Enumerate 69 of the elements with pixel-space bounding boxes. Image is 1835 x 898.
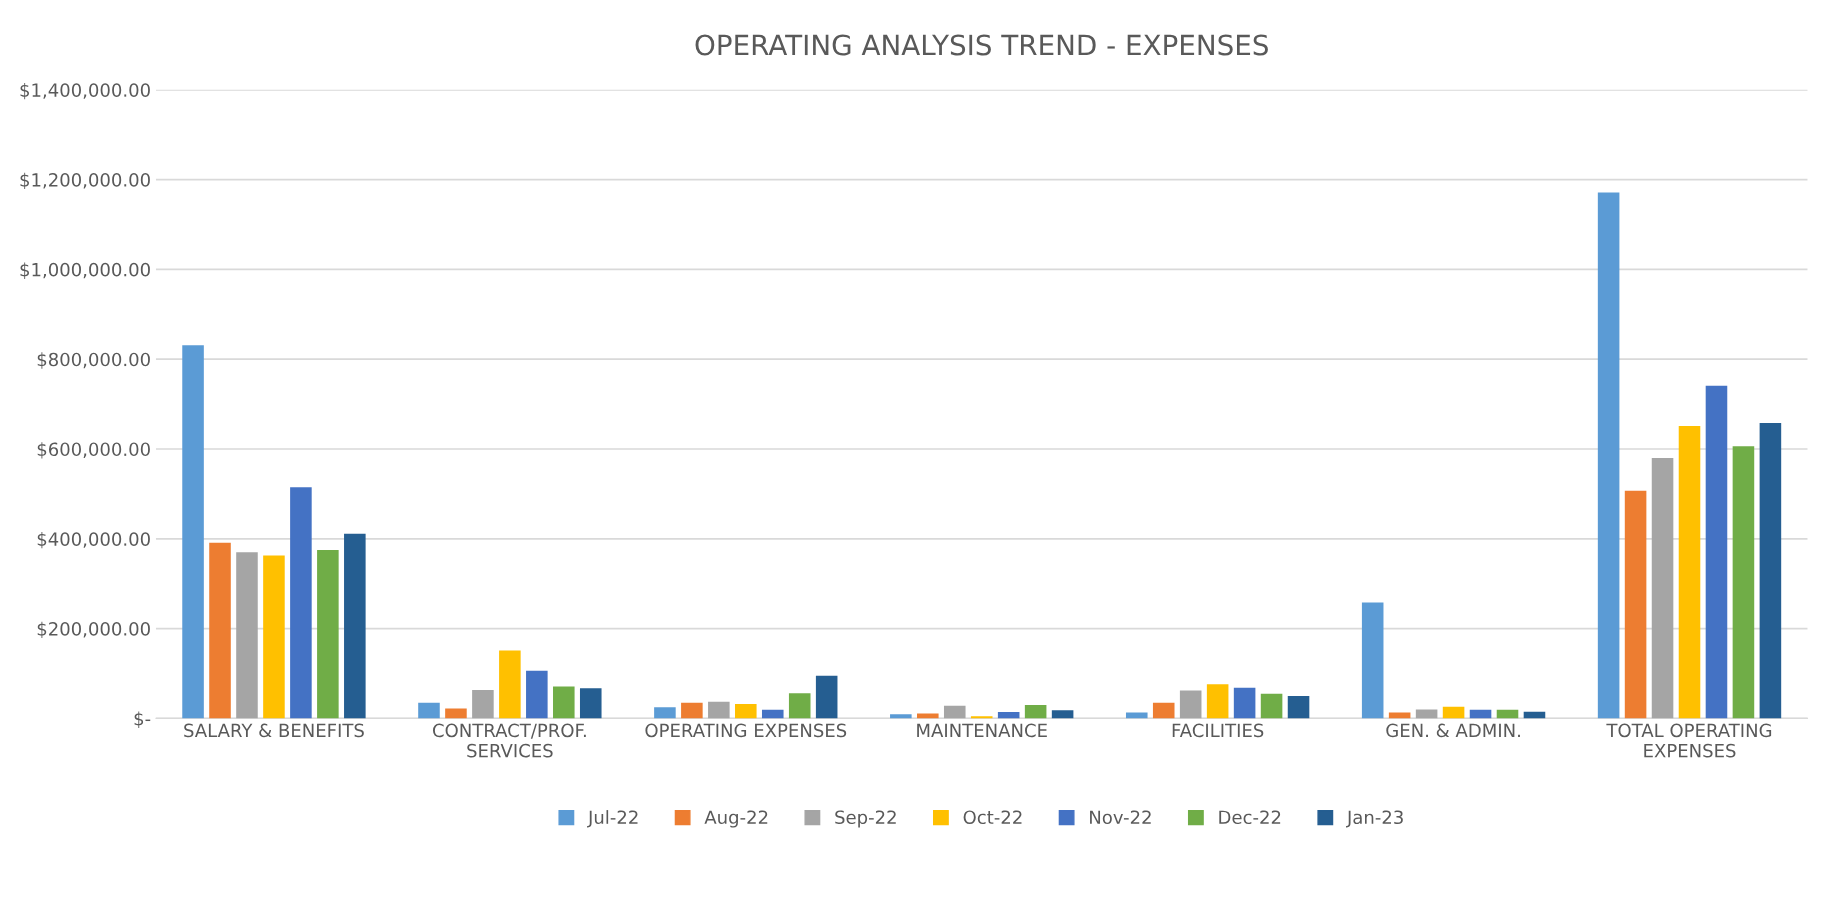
bar xyxy=(1233,687,1256,719)
bar xyxy=(418,702,440,719)
legend-label: Dec-22 xyxy=(1219,810,1281,825)
bar xyxy=(290,487,312,719)
bar xyxy=(1651,457,1674,719)
y-tick-label: $1,200,000.00 xyxy=(20,172,150,190)
bar xyxy=(890,714,912,719)
bar xyxy=(236,552,258,719)
chart-title: OPERATING ANALYSIS TREND - EXPENSES xyxy=(695,34,1268,56)
bar xyxy=(1678,426,1701,719)
bar xyxy=(970,716,993,719)
bar xyxy=(499,650,521,719)
legend-label: Aug-22 xyxy=(704,810,768,828)
legend-label: Sep-22 xyxy=(835,810,896,828)
y-tick-label: $400,000.00 xyxy=(37,531,150,549)
y-tick-label: $200,000.00 xyxy=(37,621,150,639)
legend-label: Oct-22 xyxy=(963,810,1022,825)
bar xyxy=(1759,422,1782,719)
y-tick-label: $1,400,000.00 xyxy=(20,82,150,100)
legend-label: Jul-22 xyxy=(587,810,638,828)
bar xyxy=(1496,709,1519,719)
bar xyxy=(761,709,784,719)
bar xyxy=(1624,490,1647,719)
legend-label: Jan-23 xyxy=(1346,810,1403,828)
bar xyxy=(553,686,575,719)
bar xyxy=(1206,684,1229,719)
bar xyxy=(735,704,757,719)
x-tick-label: GEN. & ADMIN. xyxy=(1386,723,1520,738)
bar xyxy=(681,702,703,719)
bar xyxy=(344,533,366,719)
bar xyxy=(654,707,676,719)
bar xyxy=(943,705,966,719)
bar xyxy=(263,555,285,719)
bar xyxy=(1260,693,1283,719)
bar xyxy=(209,542,231,719)
bar xyxy=(1361,602,1384,719)
bar xyxy=(788,693,811,719)
bar xyxy=(1732,446,1755,719)
bar xyxy=(1705,385,1728,719)
x-tick-label: CONTRACT/PROF. SERVICES xyxy=(432,723,586,758)
y-tick-label: $600,000.00 xyxy=(37,442,150,459)
x-tick-label: FACILITIES xyxy=(1172,723,1264,738)
bar xyxy=(1179,690,1202,719)
bar xyxy=(997,712,1020,719)
bar xyxy=(1287,695,1310,719)
bar xyxy=(1051,710,1074,719)
bar xyxy=(708,701,730,719)
bar xyxy=(1597,192,1620,719)
y-tick-label: $- xyxy=(134,711,151,728)
y-tick-label: $800,000.00 xyxy=(37,352,150,369)
x-tick-label: SALARY & BENEFITS xyxy=(184,723,364,738)
bar xyxy=(1469,709,1492,719)
bar xyxy=(182,345,204,719)
x-tick-label: MAINTENANCE xyxy=(917,723,1047,738)
x-tick-label: OPERATING EXPENSES xyxy=(645,723,847,738)
bar xyxy=(1442,706,1465,719)
bar xyxy=(445,708,467,719)
bar xyxy=(1024,704,1047,719)
legend-label: Nov-22 xyxy=(1090,810,1151,825)
bar xyxy=(472,690,494,719)
x-tick-label: TOTAL OPERATING EXPENSES xyxy=(1606,723,1772,758)
bar xyxy=(579,688,602,719)
bar xyxy=(815,675,838,719)
bar xyxy=(1415,709,1438,719)
bar xyxy=(1152,702,1175,719)
y-tick-label: $1,000,000.00 xyxy=(20,262,150,279)
bar xyxy=(917,713,939,719)
bar xyxy=(317,550,339,719)
bar xyxy=(526,670,548,719)
